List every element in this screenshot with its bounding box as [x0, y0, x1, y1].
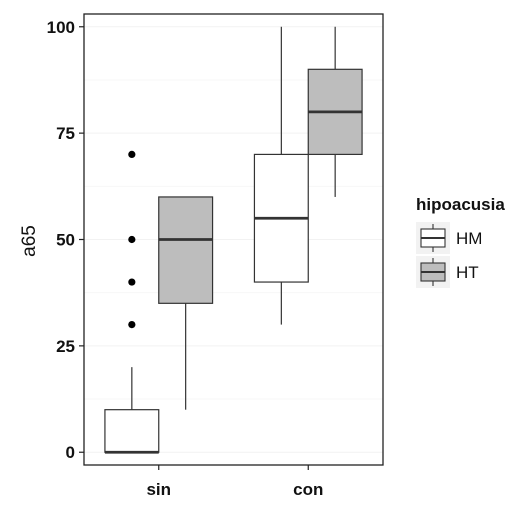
- legend: HM HT: [416, 222, 482, 288]
- x-tick-label: con: [293, 480, 323, 499]
- boxes: [104, 26, 363, 454]
- outlier-point: [128, 150, 136, 159]
- x-tick-label: sin: [146, 480, 171, 499]
- outlier-point: [128, 278, 136, 286]
- y-tick-label: 100: [47, 18, 75, 37]
- box-ht: [158, 196, 214, 304]
- outlier-point: [128, 235, 136, 244]
- outlier-point: [128, 320, 136, 329]
- legend-label-ht: HT: [456, 263, 479, 282]
- axes: 0 25 50 75 100 sin con: [47, 18, 324, 499]
- y-tick-label: 50: [56, 231, 75, 250]
- legend-title: hipoacusia: [416, 195, 505, 214]
- y-tick-label: 25: [56, 337, 75, 356]
- legend-label-hm: HM: [456, 229, 482, 248]
- y-axis-title: a65: [19, 225, 40, 257]
- box-hm: [104, 409, 160, 453]
- y-tick-label: 0: [66, 443, 75, 462]
- y-tick-label: 75: [56, 124, 75, 143]
